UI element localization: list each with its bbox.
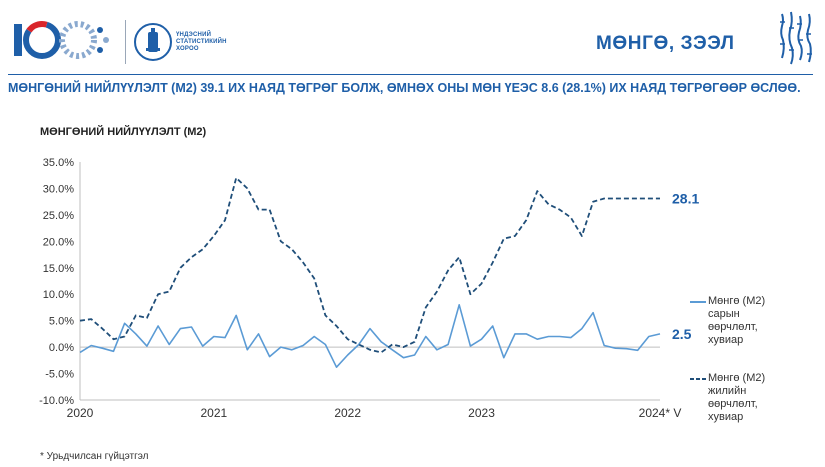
y-tick-label: 25.0% bbox=[43, 210, 74, 222]
org-name: ҮНДЭСНИЙ СТАТИСТИКИЙН ХОРОО bbox=[176, 32, 227, 52]
nso-emblem-icon bbox=[133, 22, 173, 67]
section-title: МӨНГӨ, ЗЭЭЛ bbox=[596, 33, 735, 54]
chart-title: МӨНГӨНИЙ НИЙЛҮҮЛЭЛТ (М2) bbox=[40, 126, 207, 138]
anniversary-100-logo bbox=[12, 18, 112, 69]
x-tick-label: 2020 bbox=[67, 406, 94, 420]
y-tick-label: 10.0% bbox=[43, 289, 74, 301]
y-tick-label: 0.0% bbox=[49, 342, 74, 354]
x-tick-label: 2024* V bbox=[639, 406, 682, 420]
x-tick-label: 2021 bbox=[200, 406, 227, 420]
series-line-monthly bbox=[79, 304, 661, 368]
headline: МӨНГӨНИЙ НИЙЛҮҮЛЭЛТ (М2) 39.1 ИХ НАЯД ТӨ… bbox=[8, 81, 801, 95]
legend-label-annual: Мөнгө (М2) жилийн өөрчлөлт, хувиар bbox=[708, 372, 766, 423]
header: ҮНДЭСНИЙ СТАТИСТИКИЙН ХОРОО МӨНГӨ, ЗЭЭЛ bbox=[0, 0, 825, 72]
series-line-annual bbox=[79, 177, 660, 354]
end-data-label: 28.1 bbox=[672, 190, 699, 206]
y-tick-label: -10.0% bbox=[39, 395, 74, 407]
x-tick-label: 2023 bbox=[468, 406, 495, 420]
header-divider bbox=[125, 20, 126, 64]
mongolian-script-emblem-icon bbox=[777, 10, 815, 71]
y-tick-label: 15.0% bbox=[43, 263, 74, 275]
y-tick-label: 5.0% bbox=[49, 316, 74, 328]
y-tick-label: 20.0% bbox=[43, 236, 74, 248]
legend-label-monthly: Мөнгө (М2) сарын өөрчлөлт, хувиар bbox=[708, 295, 766, 346]
footnote: * Урьдчилсан гүйцэтгэл bbox=[40, 451, 149, 462]
y-tick-label: -5.0% bbox=[45, 369, 74, 381]
end-data-label: 2.5 bbox=[672, 326, 692, 342]
x-tick-label: 2022 bbox=[334, 406, 361, 420]
y-tick-label: 30.0% bbox=[43, 183, 74, 195]
header-rule bbox=[8, 74, 813, 75]
legend-item-annual: Мөнгө (М2) жилийн өөрчлөлт, хувиар bbox=[690, 372, 770, 432]
y-tick-label: 35.0% bbox=[43, 157, 74, 169]
legend-item-monthly: Мөнгө (М2) сарын өөрчлөлт, хувиар bbox=[690, 295, 770, 355]
